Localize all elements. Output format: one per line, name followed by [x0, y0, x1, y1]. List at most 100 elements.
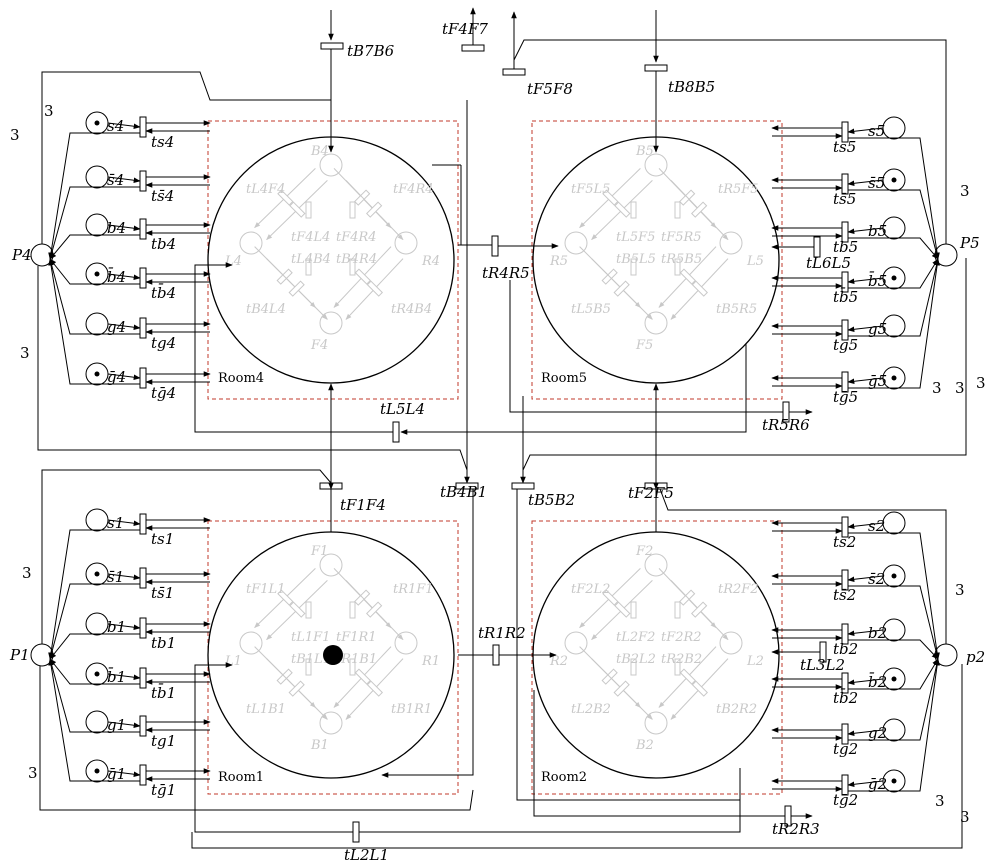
inner-transition-label: tF4R4: [393, 182, 434, 197]
sensor-transition: [139, 367, 147, 389]
room1-inner-net: F1 B1 L1 R1 tF1L1 tR1F1 tL1F1 tF1R1 tB1L1 tR1B1 tL…: [224, 544, 440, 753]
sensor-place-label: b̄2: [868, 673, 887, 691]
sensor-transition: [139, 317, 147, 339]
sensor-transition-label: tb̄5: [833, 288, 858, 306]
inner-transition: [366, 280, 383, 297]
sensor-place-label: g5: [868, 320, 887, 338]
sensor-place: [882, 511, 906, 535]
inner-transition: [602, 589, 619, 606]
label-tB4B1: tB4B1: [440, 483, 487, 501]
inner-transition: [289, 201, 306, 218]
inner-transition-label: tL2B2: [571, 702, 611, 717]
inner-place-label: F4: [310, 338, 328, 353]
room5-sensor-group: s5 ts5 s̄5 ts̄5 b5 tb5 b̄5 tb̄5 g5 tg5 ḡ5 tḡ5: [771, 116, 940, 406]
room4-inner-net: B4 F4 L4 R4 tL4F4 tF4R4 tF4L4 tF4R4 tL4B4 tB4R4 tB…: [224, 144, 440, 353]
sensor-transition-label: ts2: [833, 533, 856, 551]
sensor-transition-label: ts̄2: [833, 586, 856, 604]
inner-transition-label: tF4R4: [336, 230, 377, 245]
sensor-place: [85, 165, 109, 189]
sensor-place-label: s4: [107, 117, 124, 135]
weight-label: 3: [44, 102, 54, 120]
room5-label: Room5: [541, 371, 587, 386]
sensor-transition-label: tb2: [833, 640, 858, 658]
place-P4: [30, 243, 54, 267]
sensor-token: [891, 573, 897, 579]
transition-tB8B5: [644, 64, 668, 72]
sensor-place-label: b̄5: [868, 272, 887, 290]
label-tB8B5: tB8B5: [668, 78, 715, 96]
inner-transition-label: tL5B5: [571, 302, 611, 317]
sensor-token: [94, 371, 100, 377]
sensor-transition-label: tb̄2: [833, 689, 858, 707]
inner-transition: [674, 258, 681, 276]
sensor-transition-label: tg1: [151, 732, 176, 750]
weight-label: 3: [20, 344, 30, 362]
inner-place-label: F5: [635, 338, 653, 353]
inner-place-label: L5: [746, 254, 764, 269]
inner-transition-label: tB1L1: [291, 652, 331, 667]
inner-transition-label: tL5F5: [616, 230, 655, 245]
sensor-transition-label: tb̄4: [151, 284, 176, 302]
sensor-place-label: s̄2: [868, 570, 885, 588]
inner-transition-label: tB2R2: [716, 702, 757, 717]
inner-transition-label: tR1B1: [336, 652, 377, 667]
sensor-place-label: b1: [107, 618, 126, 636]
sensor-place-label: ḡ2: [868, 775, 887, 793]
inner-transition-label: tR5B5: [661, 252, 702, 267]
inner-transition-label: tR5F5: [718, 182, 759, 197]
sensor-place-label: ḡ4: [107, 368, 126, 386]
room1-box: [207, 520, 459, 795]
inner-transition: [691, 680, 708, 697]
sensor-place-label: g1: [107, 716, 126, 734]
inner-transition: [630, 658, 637, 676]
inner-transition: [674, 201, 681, 219]
inner-transition-label: tL4B4: [291, 252, 331, 267]
sensor-transition-label: ts5: [833, 138, 856, 156]
sensor-place-label: s2: [868, 517, 885, 535]
inner-transition: [602, 189, 619, 206]
sensor-transition-label: ts̄5: [833, 190, 856, 208]
inner-transition-label: tF1L1: [246, 582, 285, 597]
inner-transition: [691, 601, 708, 618]
sensor-token: [94, 671, 100, 677]
sensor-transition: [139, 617, 147, 639]
inner-transition: [349, 201, 356, 219]
sensor-transition: [139, 764, 147, 786]
inner-transition: [614, 601, 631, 618]
room2-label: Room2: [541, 770, 587, 785]
label-tB5B2: tB5B2: [528, 491, 575, 509]
weight-label: 3: [10, 126, 20, 144]
sensor-transition-label: ts1: [151, 530, 174, 548]
inner-place-label: F1: [310, 544, 328, 559]
inner-transition: [277, 589, 294, 606]
token-room1: [323, 645, 343, 665]
sensor-token: [891, 676, 897, 682]
label-tF2F5: tF2F5: [628, 484, 674, 502]
inner-transition: [679, 268, 696, 285]
label-tF4F7: tF4F7: [442, 20, 488, 38]
sensor-place-label: s̄5: [868, 174, 885, 192]
inner-transition: [305, 658, 312, 676]
transition-tR4R5: [491, 235, 499, 257]
sensor-token: [891, 375, 897, 381]
inner-transition: [288, 280, 305, 297]
inner-transition: [349, 658, 356, 676]
label-tR4R5: tR4R5: [482, 264, 530, 282]
sensor-token: [891, 177, 897, 183]
label-tL6L5: tL6L5: [806, 254, 851, 272]
inner-place-label: B2: [635, 738, 654, 753]
place-P1: [30, 643, 54, 667]
sensor-place-label: ḡ1: [107, 765, 126, 783]
inner-place-label: R5: [549, 254, 568, 269]
room4-label: Room4: [218, 371, 264, 386]
sensor-transition-label: tḡ1: [151, 781, 176, 799]
inner-place-label: B1: [310, 738, 329, 753]
inner-transition-label: tF5R5: [661, 230, 702, 245]
sensor-token: [94, 768, 100, 774]
sensor-transition-label: tḡ5: [833, 388, 858, 406]
label-tB7B6: tB7B6: [347, 42, 395, 60]
inner-transition: [305, 201, 312, 219]
sensor-place-label: b̄1: [107, 668, 126, 686]
inner-place-label: L1: [224, 654, 242, 669]
